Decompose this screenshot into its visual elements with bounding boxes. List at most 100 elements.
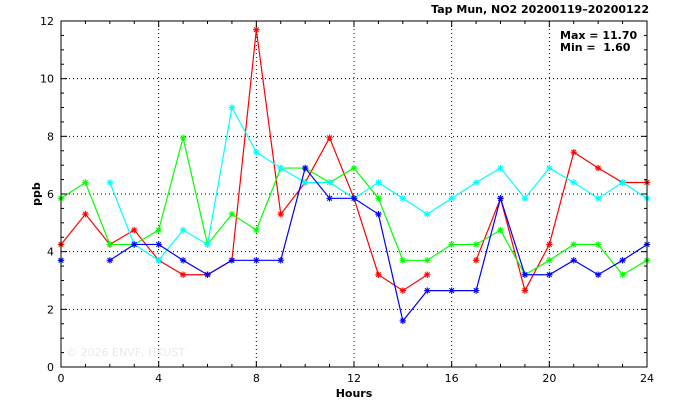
- data-point-marker: [277, 210, 284, 218]
- y-tick-label: 0: [47, 361, 54, 374]
- series-line: [475, 151, 647, 293]
- data-point-marker: [228, 257, 236, 264]
- data-point-marker: [253, 148, 260, 156]
- series-line: [109, 166, 648, 323]
- data-point-marker: [619, 257, 626, 264]
- series-2: [57, 134, 651, 278]
- data-point-marker: [155, 241, 162, 248]
- x-tick-label: 4: [155, 372, 162, 385]
- y-tick-label: 4: [47, 246, 54, 259]
- data-point-marker: [179, 271, 187, 278]
- data-point-marker: [448, 287, 455, 294]
- data-point-marker: [155, 226, 162, 234]
- data-point-marker: [521, 271, 529, 278]
- y-axis-label: ppb: [30, 182, 43, 206]
- data-point-marker: [253, 226, 260, 234]
- series-lines: [57, 26, 651, 325]
- data-point-marker: [472, 241, 480, 248]
- data-point-marker: [594, 164, 602, 172]
- y-tick-label: 10: [40, 73, 54, 86]
- data-point-marker: [131, 226, 138, 234]
- data-point-marker: [399, 257, 407, 264]
- data-point-marker: [424, 287, 431, 294]
- data-point-marker: [570, 179, 577, 186]
- data-point-marker: [546, 257, 553, 264]
- data-point-marker: [375, 195, 382, 202]
- data-point-marker: [619, 271, 626, 278]
- data-point-marker: [472, 179, 480, 186]
- data-point-marker: [179, 226, 187, 234]
- data-point-marker: [448, 195, 455, 202]
- data-point-marker: [375, 271, 382, 278]
- data-point-marker: [570, 241, 577, 248]
- data-point-marker: [131, 241, 138, 248]
- y-tick-label: 8: [47, 130, 54, 143]
- data-point-marker: [253, 257, 260, 264]
- data-point-marker: [497, 195, 504, 202]
- y-tick-label: 6: [47, 188, 54, 201]
- data-point-marker: [326, 134, 333, 141]
- data-point-marker: [106, 257, 114, 264]
- data-point-marker: [546, 241, 553, 248]
- max-value-label: Max = 11.70: [560, 29, 637, 42]
- data-point-marker: [277, 164, 284, 172]
- data-point-marker: [497, 164, 504, 172]
- axis-ticks: [60, 20, 648, 368]
- data-point-marker: [301, 164, 309, 172]
- data-point-marker: [253, 26, 260, 33]
- data-point-marker: [228, 104, 236, 111]
- data-point-marker: [326, 195, 333, 202]
- x-axis-label: Hours: [336, 387, 373, 400]
- grid-lines: [61, 21, 647, 367]
- data-point-marker: [350, 164, 358, 172]
- chart-title: Tap Mun, NO2 20200119–20200122: [431, 3, 649, 16]
- data-point-marker: [594, 195, 602, 202]
- x-tick-label: 24: [640, 372, 654, 385]
- data-point-marker: [570, 148, 577, 156]
- min-value-label: Min = 1.60: [560, 41, 631, 54]
- x-tick-label: 16: [445, 372, 459, 385]
- y-tick-label: 2: [47, 303, 54, 316]
- data-point-marker: [82, 179, 89, 186]
- data-point-marker: [521, 195, 529, 202]
- data-point-marker: [619, 179, 626, 186]
- data-point-marker: [424, 210, 431, 218]
- data-point-marker: [326, 179, 333, 186]
- data-point-marker: [424, 257, 431, 264]
- data-point-marker: [448, 241, 455, 248]
- data-point-marker: [399, 195, 407, 202]
- data-point-marker: [106, 179, 114, 186]
- data-point-marker: [375, 210, 382, 218]
- series-line: [60, 29, 428, 292]
- x-tick-label: 0: [58, 372, 65, 385]
- data-point-marker: [594, 271, 602, 278]
- data-point-marker: [204, 271, 211, 278]
- y-tick-label: 12: [40, 15, 54, 28]
- data-point-marker: [204, 241, 211, 248]
- data-point-marker: [155, 257, 162, 264]
- x-tick-label: 20: [542, 372, 556, 385]
- data-point-marker: [546, 271, 553, 278]
- data-point-marker: [472, 257, 480, 264]
- x-tick-label: 12: [347, 372, 361, 385]
- data-point-marker: [521, 287, 529, 294]
- data-point-marker: [424, 271, 431, 278]
- data-point-marker: [594, 241, 602, 248]
- series-3: [57, 104, 651, 264]
- data-point-marker: [399, 317, 407, 325]
- data-point-marker: [472, 287, 480, 294]
- data-point-marker: [399, 287, 407, 294]
- data-point-marker: [228, 210, 236, 218]
- data-point-marker: [375, 179, 382, 186]
- data-point-marker: [106, 241, 114, 248]
- data-point-marker: [301, 179, 309, 186]
- data-point-marker: [497, 226, 504, 234]
- data-point-marker: [179, 257, 187, 264]
- data-point-marker: [179, 134, 187, 141]
- data-point-marker: [546, 164, 553, 172]
- data-point-marker: [350, 195, 358, 202]
- x-tick-label: 8: [253, 372, 260, 385]
